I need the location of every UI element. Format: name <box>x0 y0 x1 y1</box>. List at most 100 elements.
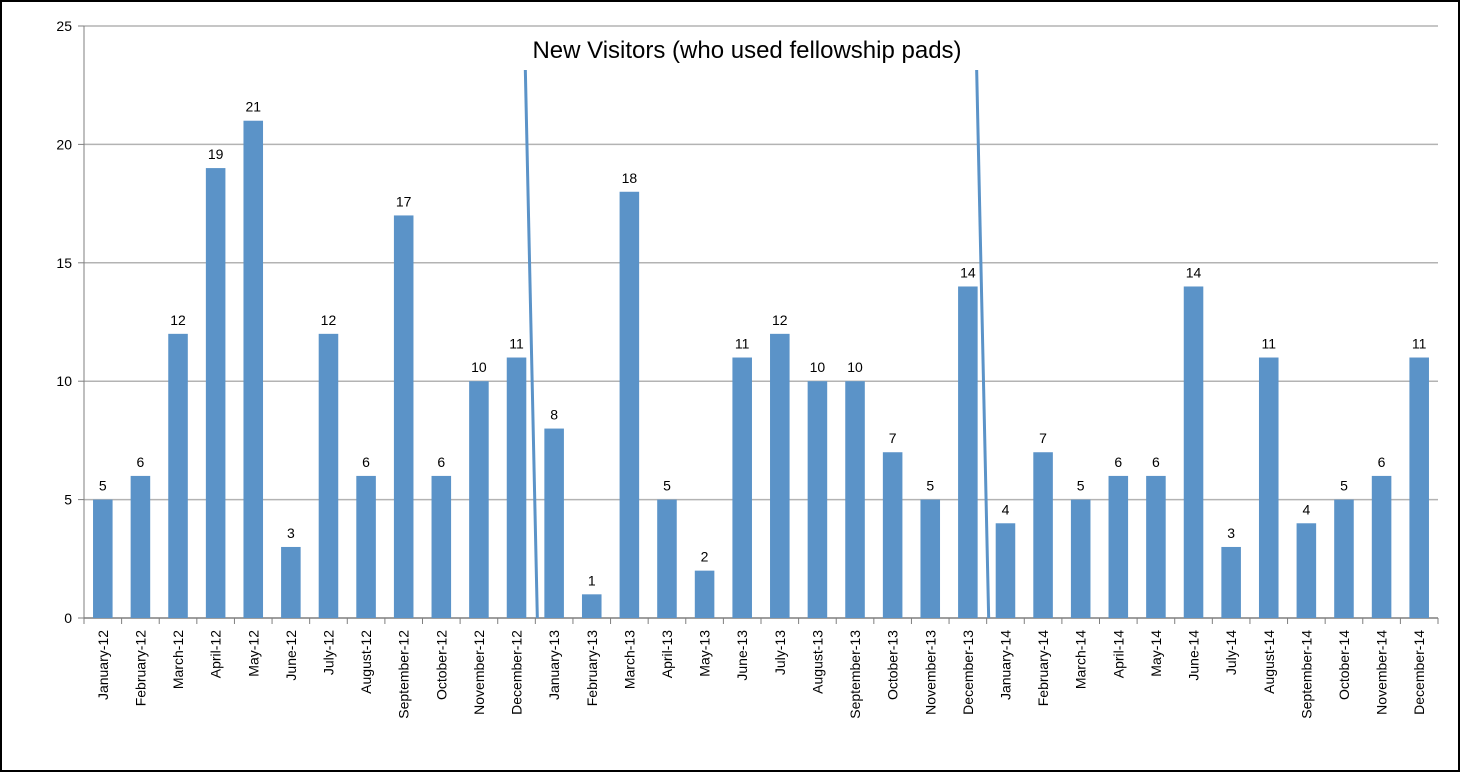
bar <box>1334 500 1354 618</box>
data-label: 3 <box>287 525 295 541</box>
data-label: 6 <box>437 454 445 470</box>
category-label: December-14 <box>1411 630 1427 715</box>
data-label: 5 <box>926 478 934 494</box>
category-labels: January-12 February-12 March-12 April-12 May… <box>95 630 1427 719</box>
category-label: April-13 <box>659 630 675 678</box>
category-label: March-14 <box>1073 630 1089 689</box>
data-label: 10 <box>471 359 487 375</box>
data-label: 6 <box>1152 454 1160 470</box>
category-label: June-12 <box>283 630 299 681</box>
category-label: September-14 <box>1298 630 1314 719</box>
data-label: 6 <box>1378 454 1386 470</box>
bar <box>620 192 640 618</box>
data-label: 2 <box>701 549 709 565</box>
category-label: August-12 <box>358 630 374 694</box>
category-label: February-12 <box>132 630 148 706</box>
data-label: 7 <box>889 430 897 446</box>
y-axis: 0 5 10 15 20 25 <box>56 18 84 626</box>
data-label: 6 <box>1114 454 1122 470</box>
data-label: 7 <box>1039 430 1047 446</box>
category-label: May-12 <box>245 630 261 677</box>
year-dividers <box>525 70 988 618</box>
data-label: 10 <box>810 359 826 375</box>
bar <box>507 358 527 618</box>
gridlines <box>84 26 1438 500</box>
bar <box>168 334 188 618</box>
year-divider-line <box>525 70 537 618</box>
data-label: 6 <box>362 454 370 470</box>
category-label: December-12 <box>509 630 525 715</box>
category-label: March-13 <box>621 630 637 689</box>
category-label: February-13 <box>584 630 600 706</box>
category-label: October-12 <box>433 630 449 700</box>
bar <box>243 121 263 618</box>
data-label: 6 <box>137 454 145 470</box>
y-tick-label: 15 <box>56 255 72 271</box>
bar <box>206 168 226 618</box>
category-label: August-13 <box>809 630 825 694</box>
category-label: June-14 <box>1186 630 1202 681</box>
bar <box>281 547 301 618</box>
data-label: 11 <box>1261 336 1276 352</box>
category-label: November-13 <box>922 630 938 715</box>
y-tick-label: 0 <box>64 610 72 626</box>
y-tick-label: 5 <box>64 492 72 508</box>
category-label: July-12 <box>320 630 336 675</box>
bar <box>845 381 865 618</box>
bar <box>770 334 790 618</box>
bar <box>356 476 376 618</box>
bar <box>432 476 452 618</box>
bar <box>131 476 151 618</box>
bar <box>1109 476 1129 618</box>
data-label: 11 <box>735 336 750 352</box>
bar-series <box>93 121 1429 618</box>
bar <box>920 500 940 618</box>
data-label: 12 <box>772 312 788 328</box>
bar <box>883 452 903 618</box>
data-label: 5 <box>1340 478 1348 494</box>
chart-title: New Visitors (who used fellowship pads) <box>532 37 961 64</box>
bar <box>1184 286 1204 618</box>
category-label: October-13 <box>885 630 901 700</box>
data-label: 10 <box>847 359 863 375</box>
category-label: October-14 <box>1336 630 1352 700</box>
data-label: 17 <box>396 193 412 209</box>
x-axis <box>84 618 1438 624</box>
bar <box>1146 476 1166 618</box>
data-label: 14 <box>1186 264 1202 280</box>
bar <box>1372 476 1392 618</box>
bar <box>1071 500 1091 618</box>
year-divider-line <box>977 70 989 618</box>
bar <box>732 358 752 618</box>
category-label: July-14 <box>1223 630 1239 675</box>
category-label: May-13 <box>697 630 713 677</box>
category-label: July-13 <box>772 630 788 675</box>
data-label: 4 <box>1002 501 1010 517</box>
category-label: April-14 <box>1110 630 1126 678</box>
category-label: April-12 <box>208 630 224 678</box>
category-label: September-13 <box>847 630 863 719</box>
category-label: January-12 <box>95 630 111 700</box>
data-label: 5 <box>1077 478 1085 494</box>
y-tick-label: 20 <box>56 136 72 152</box>
data-label: 5 <box>99 478 107 494</box>
category-label: June-13 <box>734 630 750 681</box>
y-tick-label: 25 <box>56 18 72 34</box>
bar <box>1221 547 1241 618</box>
category-label: September-12 <box>396 630 412 719</box>
data-label: 12 <box>170 312 186 328</box>
data-label: 18 <box>622 170 638 186</box>
data-label: 3 <box>1227 525 1235 541</box>
bar <box>319 334 339 618</box>
bar <box>582 594 602 618</box>
bar <box>657 500 677 618</box>
bar <box>1409 358 1429 618</box>
data-label: 8 <box>550 407 558 423</box>
category-label: May-14 <box>1148 630 1164 677</box>
bar <box>93 500 113 618</box>
category-label: December-13 <box>960 630 976 715</box>
data-label: 14 <box>960 264 976 280</box>
data-label: 19 <box>208 146 224 162</box>
